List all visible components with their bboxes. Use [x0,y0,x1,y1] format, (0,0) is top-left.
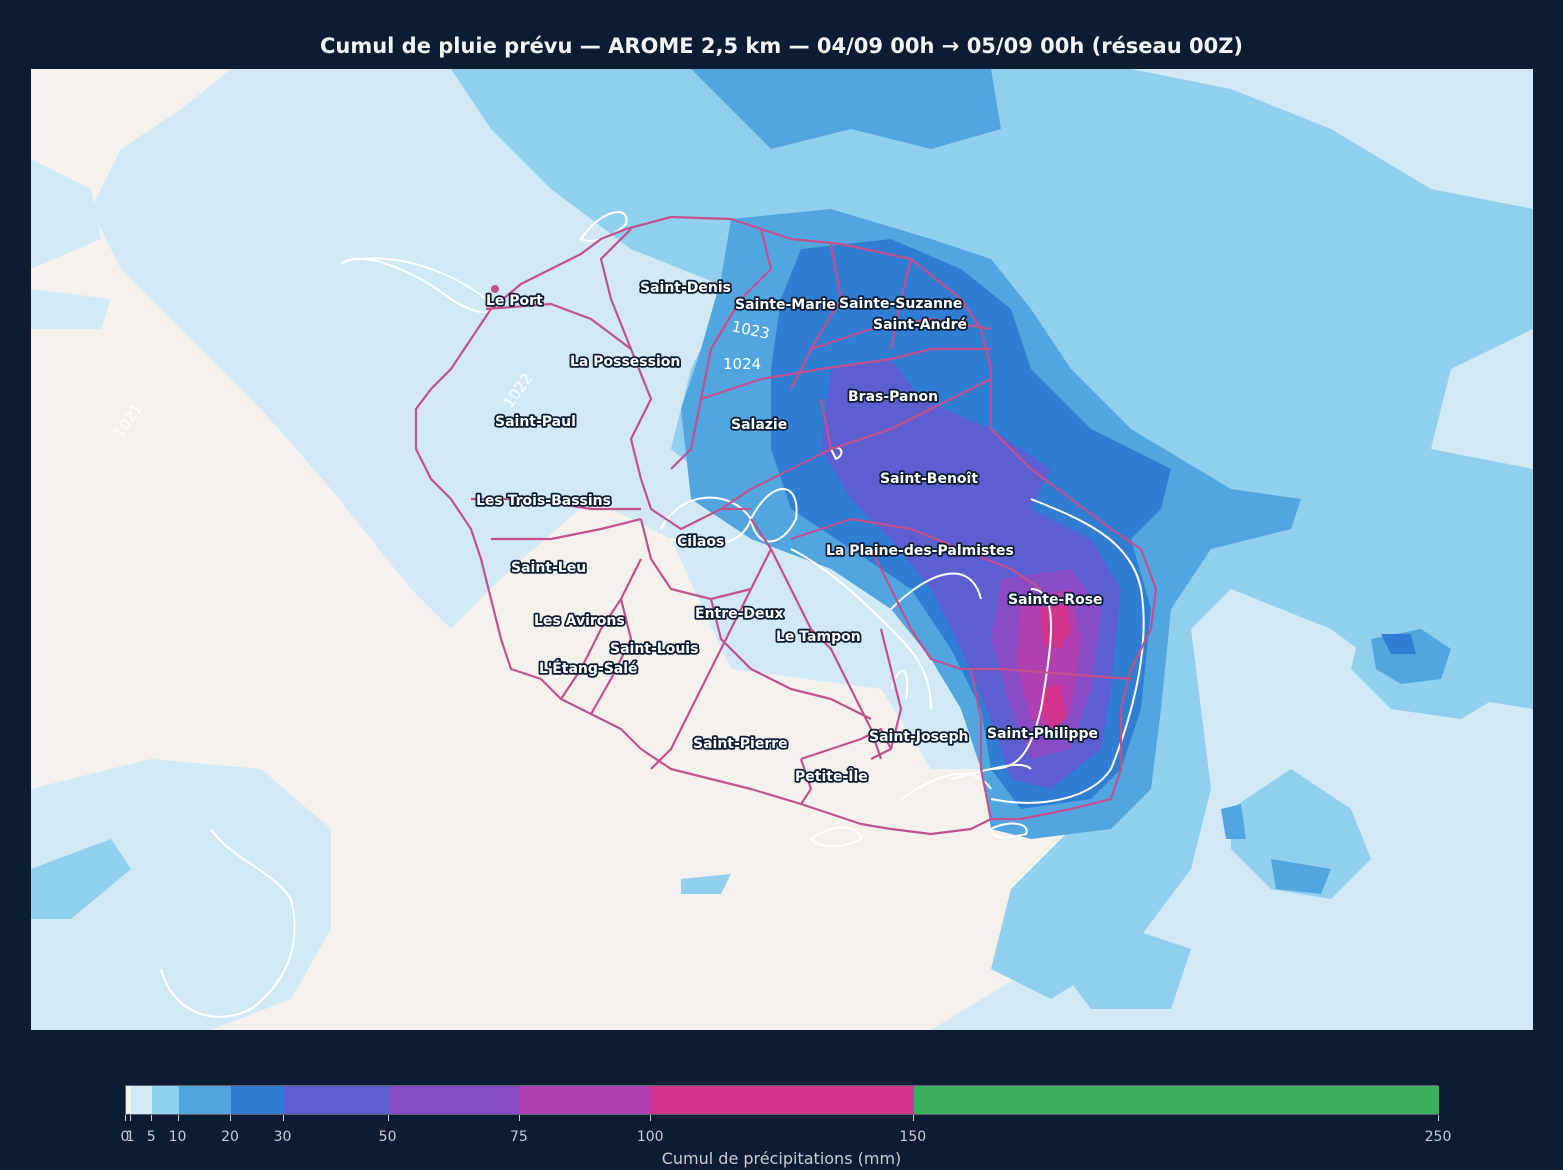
colorbar-tick-label: 150 [899,1129,927,1145]
colorbar-tick [130,1115,132,1121]
colorbar-tick [1438,1115,1439,1121]
colorbar-tick [518,1115,520,1121]
colorbar [125,1085,1439,1115]
commune-label-saint-paul[interactable]: Saint-Paul [493,412,577,432]
colorbar-tick-label: 0 [120,1129,130,1145]
commune-label-sainte-marie[interactable]: Sainte-Marie [733,295,837,315]
commune-labels: Le Port Saint-Denis Sainte-Marie Sainte-… [474,278,1104,787]
colorbar-segment [651,1086,914,1114]
colorbar-label: Cumul de précipitations (mm) [661,1149,902,1168]
chart-title: Cumul de pluie prévu — AROME 2,5 km — 04… [319,34,1244,58]
commune-label-cilaos[interactable]: Cilaos [675,532,726,552]
commune-label-saint-leu[interactable]: Saint-Leu [509,558,588,578]
colorbar-ticks: 0 1 5 10 20 30 50 75 100 150 250 [121,1115,1451,1145]
commune-label-le-port[interactable]: Le Port [484,291,545,311]
commune-label-saint-joseph[interactable]: Saint-Joseph [867,727,970,747]
commune-label-entre-deux[interactable]: Entre-Deux [693,604,785,624]
colorbar-segment [131,1086,153,1114]
colorbar-segment [152,1086,179,1114]
commune-label-saint-denis[interactable]: Saint-Denis [638,278,733,298]
colorbar-tick-label: 10 [168,1129,187,1145]
colorbar-tick-label: 20 [221,1129,239,1145]
colorbar-tick [125,1115,126,1121]
colorbar-segment [283,1086,389,1114]
commune-label-sainte-rose[interactable]: Sainte-Rose [1006,590,1104,610]
commune-boundaries [414,215,1158,836]
colorbar-tick [282,1115,284,1121]
commune-label-saint-benoit[interactable]: Saint-Benoît [878,469,980,489]
colorbar-tick-label: 250 [1424,1129,1452,1145]
colorbar-segment [388,1086,520,1114]
commune-label-les-avirons[interactable]: Les Avirons [532,611,626,631]
commune-label-la-possession[interactable]: La Possession [568,352,682,372]
colorbar-tick [230,1115,232,1121]
colorbar-segment [126,1086,132,1114]
commune-label-letang-sale[interactable]: L'Étang-Salé [537,658,639,679]
colorbar-tick [177,1115,179,1121]
rainfall-map[interactable]: 1023 1024 1022 1021 [31,69,1533,1030]
commune-label-le-tampon[interactable]: Le Tampon [774,627,862,647]
colorbar-tick-label: 50 [378,1129,397,1145]
le-port-marker [491,285,499,293]
colorbar-segment [913,1086,1439,1114]
colorbar-tick-label: 100 [636,1129,664,1145]
commune-label-saint-andre[interactable]: Saint-André [871,315,969,335]
isobar-label: 1024 [723,355,761,373]
commune-label-sainte-suzanne[interactable]: Sainte-Suzanne [837,294,964,314]
commune-label-la-plaine-des-palmistes[interactable]: La Plaine-des-Palmistes [824,541,1015,561]
colorbar-tick-label: 30 [273,1129,292,1145]
colorbar-tick-label: 75 [509,1129,528,1145]
colorbar-tick-label: 5 [146,1129,156,1145]
commune-label-bras-panon[interactable]: Bras-Panon [846,387,940,407]
rain-field-100-150mm [1041,604,1071,729]
commune-label-saint-philippe[interactable]: Saint-Philippe [985,724,1099,744]
colorbar-tick-label: 1 [125,1129,135,1145]
commune-label-les-trois-bassins[interactable]: Les Trois-Bassins [474,491,612,511]
commune-label-saint-pierre[interactable]: Saint-Pierre [691,734,789,754]
colorbar-segment [231,1086,284,1114]
colorbar-tick [912,1115,914,1121]
colorbar-tick [151,1115,153,1121]
colorbar-segment [178,1086,232,1114]
commune-label-petite-ile[interactable]: Petite-Île [793,766,869,787]
colorbar-tick [650,1115,652,1121]
colorbar-segment [519,1086,652,1114]
commune-label-salazie[interactable]: Salazie [729,415,789,435]
island-coastline [414,215,1158,836]
colorbar-tick [387,1115,389,1121]
commune-label-saint-louis[interactable]: Saint-Louis [608,639,700,659]
